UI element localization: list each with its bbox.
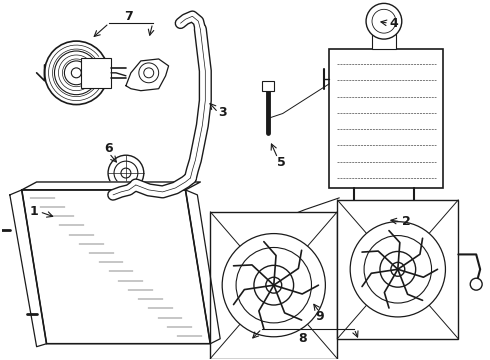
Circle shape (364, 235, 432, 303)
Circle shape (380, 251, 416, 287)
Bar (337, 200, 458, 339)
Circle shape (45, 41, 108, 105)
Circle shape (236, 247, 312, 323)
Polygon shape (22, 182, 200, 190)
Text: 2: 2 (402, 215, 411, 228)
Text: 7: 7 (124, 10, 133, 23)
Bar (329, 49, 443, 188)
Circle shape (470, 278, 482, 290)
Text: 1: 1 (29, 205, 38, 218)
Text: 3: 3 (218, 106, 226, 119)
Text: 9: 9 (315, 310, 324, 323)
Circle shape (254, 265, 294, 305)
Text: 6: 6 (105, 142, 113, 155)
Circle shape (366, 3, 402, 39)
Circle shape (266, 277, 282, 293)
Bar (210, 212, 337, 359)
Bar (372, 31, 396, 49)
Circle shape (391, 262, 405, 276)
Polygon shape (185, 190, 220, 344)
Text: 5: 5 (277, 156, 286, 168)
Bar (81, 58, 111, 88)
Circle shape (350, 222, 445, 317)
Circle shape (108, 155, 144, 191)
Bar (262, 81, 274, 91)
Text: 8: 8 (298, 332, 307, 345)
Text: 4: 4 (390, 17, 398, 30)
Polygon shape (10, 190, 47, 347)
Circle shape (222, 234, 325, 337)
Circle shape (139, 63, 159, 83)
Polygon shape (22, 190, 210, 344)
Polygon shape (126, 59, 169, 91)
